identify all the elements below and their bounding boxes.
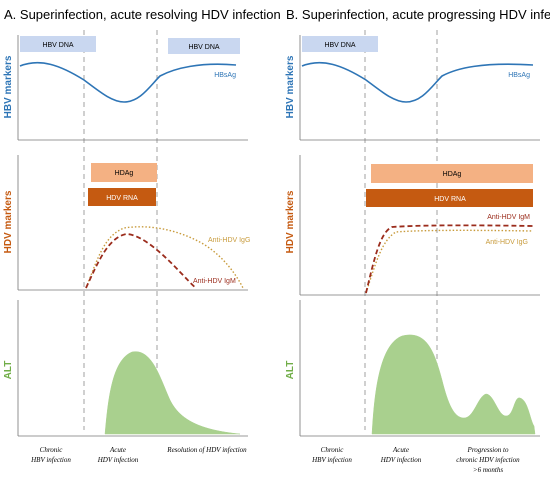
panel-a-hdag-label: HDAg (115, 170, 134, 177)
panel-b-hbsag-curve (301, 61, 534, 103)
panel-b-igm-label: Anti-HDV IgM (487, 214, 530, 221)
panel-b-hbsag-label: HBsAg (508, 72, 530, 79)
panel-b-hdvrna-bar (366, 189, 533, 207)
panel-b-phase-3-line2: chronic HDV infection (456, 456, 520, 464)
panel-a-phase-3-line1: Resolution of HDV infection (166, 446, 247, 454)
panel-a-igm-label: Anti-HDV IgM (193, 278, 236, 285)
panel-a-phase-2-line1: Acute (109, 446, 126, 454)
panel-b-phase-2-line2: HDV infection (380, 456, 422, 464)
panel-b-phase-3-line3: >6 months (473, 466, 503, 474)
panel-b-hdag-bar (371, 164, 533, 183)
panel-b-phase-labels: Chronic HBV infection Acute HDV infectio… (311, 446, 520, 474)
panel-a-hbsag-label: HBsAg (214, 72, 236, 79)
panel-a-hbsag-curve (19, 61, 237, 103)
panel-b-title: B. Superinfection, acute progressing HDV… (286, 7, 550, 22)
panel-b-hbv-dna-band (302, 36, 378, 52)
panel-a-title: A. Superinfection, acute resolving HDV i… (4, 7, 281, 22)
panel-b-igm-curve (365, 224, 534, 294)
panel-a-alt-axis-label: ALT (3, 361, 14, 380)
panel-b-hbv-section: HBV markers HBV DNA HBsAg (285, 35, 540, 141)
panel-b-alt-curve (371, 334, 536, 435)
panel-b-phase-2-line1: Acute (392, 446, 409, 454)
panel-a-hdag-bar (91, 163, 157, 182)
panel-a-hbv-section: HBV markers HBV DNA HBV DNA HBsAg (3, 35, 248, 141)
panel-b-alt-axis-label: ALT (285, 361, 296, 380)
panel-b-hdv-section: HDV markers HDAg HDV RNA Anti-HDV IgG An… (285, 155, 540, 296)
panel-a-hbv-dna-band-1 (20, 36, 96, 52)
panel-a-igm-curve (85, 233, 197, 289)
panel-a-hdvrna-label: HDV RNA (106, 195, 138, 202)
panel-b: B. Superinfection, acute progressing HDV… (285, 7, 550, 474)
panel-a: A. Superinfection, acute resolving HDV i… (3, 7, 281, 464)
panel-b-hdv-axis-label: HDV markers (285, 190, 296, 253)
panel-b-hbv-axis-label: HBV markers (285, 55, 296, 118)
panel-a-igg-curve (85, 226, 244, 289)
panel-a-igg-label: Anti-HDV IgG (208, 237, 250, 244)
panel-b-phase-1-line1: Chronic (321, 446, 345, 454)
panel-a-phase-1-line1: Chronic (40, 446, 64, 454)
panel-a-alt-section: ALT (3, 300, 248, 437)
panel-b-phase-1-line2: HBV infection (311, 456, 352, 464)
panel-a-phase-labels: Chronic HBV infection Acute HDV infectio… (30, 446, 247, 464)
panel-a-hdv-axis-label: HDV markers (3, 190, 14, 253)
panel-a-phase-1-line2: HBV infection (30, 456, 71, 464)
panel-b-phase-3-line1: Progression to (467, 446, 509, 454)
panel-a-hdv-section: HDV markers HDAg HDV RNA Anti-HDV IgG An… (3, 155, 250, 291)
panel-a-hbv-axis-label: HBV markers (3, 55, 14, 118)
panel-b-hdvrna-label: HDV RNA (434, 196, 466, 203)
panel-b-igg-label: Anti-HDV IgG (486, 239, 528, 246)
panel-a-hdvrna-bar (88, 188, 156, 206)
panel-b-hdag-label: HDAg (443, 171, 462, 178)
panel-b-alt-section: ALT (285, 300, 540, 437)
panel-a-hbv-dna-label-1: HBV DNA (42, 42, 73, 49)
panel-b-hbv-dna-label: HBV DNA (324, 42, 355, 49)
panel-a-phase-2-line2: HDV infection (97, 456, 139, 464)
panel-a-hbv-dna-label-2: HBV DNA (188, 44, 219, 51)
panel-a-hbv-dna-band-2 (168, 38, 240, 54)
panel-a-alt-peak (104, 351, 241, 435)
